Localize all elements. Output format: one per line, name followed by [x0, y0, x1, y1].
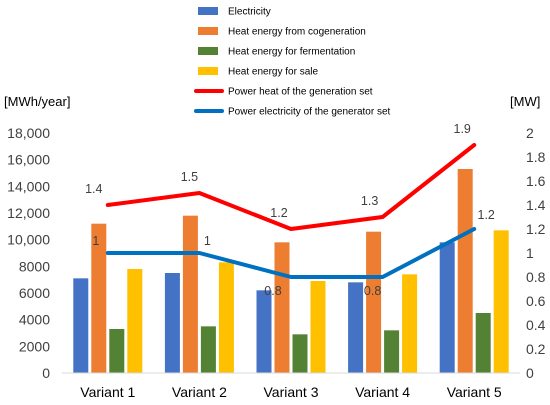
legend-swatch-electricity: [198, 7, 218, 15]
legend-label-power-electricity-of-the-generator-set: Power electricity of the generator set: [228, 107, 391, 118]
data-label-power-heat-of-the-generation-set: 1.2: [270, 206, 287, 220]
bar-heat-energy-for-fermentation: [475, 313, 491, 373]
bar-heat-energy-from-cogeneration: [182, 215, 198, 373]
bar-electricity: [164, 273, 180, 373]
legend: Electricity Heat energy from cogeneration…: [194, 7, 391, 118]
bar-electricity: [73, 278, 89, 373]
right-axis-tick-label: 1: [526, 245, 534, 261]
bar-heat-energy-for-fermentation: [292, 334, 308, 373]
left-axis-tick-label: 2000: [19, 338, 50, 354]
bar-heat-energy-from-cogeneration: [457, 169, 473, 373]
left-axis-unit-label: [MWh/year]: [4, 94, 70, 109]
left-axis-tick-label: 8000: [19, 258, 50, 274]
left-axis-tick-label: 4000: [19, 312, 50, 328]
right-axis-tick-label: 0: [526, 365, 534, 381]
bar-heat-energy-for-sale: [310, 281, 326, 373]
x-axis-tick-labels: Variant 1 Variant 2 Variant 3 Variant 4 Vari…: [80, 384, 502, 400]
right-axis-ticks: 0 0.2 0.4 0.6 0.8 1 1.2 1.4 1.6 1.8 2: [526, 125, 546, 381]
data-label-power-electricity-of-the-generator-set: 0.8: [264, 284, 281, 298]
left-axis-tick-label: 12,000: [7, 205, 50, 221]
left-axis-ticks: 0 2000 4000 6000 8000 10,000 12,000 14,000 16,00…: [7, 125, 50, 381]
legend-label-heat-energy-from-cogeneration: Heat energy from cogeneration: [228, 27, 366, 38]
bar-heat-energy-for-sale: [127, 269, 143, 373]
bar-heat-energy-from-cogeneration: [366, 231, 382, 373]
left-axis-tick-label: 18,000: [7, 125, 50, 141]
legend-label-heat-energy-for-fermentation: Heat energy for fermentation: [228, 47, 355, 58]
data-label-power-electricity-of-the-generator-set: 1: [204, 234, 211, 248]
x-axis-tick-label: Variant 5: [447, 384, 502, 400]
right-axis-unit-label: [MW]: [510, 94, 540, 109]
x-axis-tick-label: Variant 3: [264, 384, 319, 400]
bar-electricity: [348, 282, 364, 373]
right-axis-tick-label: 0.6: [526, 293, 546, 309]
x-axis-tick-label: Variant 2: [172, 384, 227, 400]
right-axis-tick-label: 1.2: [526, 221, 546, 237]
bar-heat-energy-for-fermentation: [109, 329, 125, 373]
right-axis-tick-label: 1.8: [526, 149, 546, 165]
legend-label-power-heat-of-the-generation-set: Power heat of the generation set: [228, 87, 373, 98]
left-axis-tick-label: 6000: [19, 285, 50, 301]
left-axis-tick-label: 14,000: [7, 178, 50, 194]
legend-swatch-heat-energy-for-sale: [198, 67, 218, 75]
bar-heat-energy-for-sale: [218, 262, 234, 373]
right-axis-tick-label: 0.2: [526, 341, 546, 357]
right-axis-tick-label: 0.8: [526, 269, 546, 285]
bar-heat-energy-from-cogeneration: [274, 242, 290, 373]
bar-heat-energy-for-fermentation: [384, 330, 400, 373]
right-axis-tick-label: 1.6: [526, 173, 546, 189]
right-axis-tick-label: 0.4: [526, 317, 546, 333]
data-label-power-heat-of-the-generation-set: 1.9: [454, 122, 471, 136]
data-label-power-electricity-of-the-generator-set: 0.8: [364, 284, 381, 298]
bar-heat-energy-from-cogeneration: [91, 223, 107, 373]
data-label-power-heat-of-the-generation-set: 1.5: [181, 170, 198, 184]
line-power-electricity-of-the-generator-set: [105, 227, 477, 279]
bar-electricity: [439, 242, 455, 373]
data-label-power-electricity-of-the-generator-set: 1.2: [478, 208, 495, 222]
legend-swatch-heat-energy-for-fermentation: [198, 47, 218, 55]
bar-heat-energy-for-fermentation: [200, 326, 216, 373]
data-label-power-heat-of-the-generation-set: 1.4: [85, 182, 102, 196]
data-label-power-heat-of-the-generation-set: 1.3: [361, 194, 378, 208]
data-label-power-electricity-of-the-generator-set: 1: [92, 234, 99, 248]
left-axis-tick-label: 10,000: [7, 232, 50, 248]
bar-heat-energy-for-sale: [402, 274, 418, 373]
line-series: 1.4 1.5 1.2 1.3 1.9 1 1 0.8 0.8 1.2: [85, 122, 495, 298]
legend-label-electricity: Electricity: [228, 7, 271, 18]
line-power-heat-of-the-generation-set: [105, 143, 477, 231]
legend-swatch-heat-energy-from-cogeneration: [198, 27, 218, 35]
x-axis-tick-label: Variant 4: [355, 384, 410, 400]
legend-label-heat-energy-for-sale: Heat energy for sale: [228, 67, 318, 78]
right-axis-tick-label: 1.4: [526, 197, 546, 213]
left-axis-tick-label: 0: [42, 365, 50, 381]
bar-heat-energy-for-sale: [493, 230, 509, 373]
bar-electricity: [256, 290, 272, 373]
left-axis-tick-label: 16,000: [7, 152, 50, 168]
right-axis-tick-label: 2: [526, 125, 534, 141]
x-axis-tick-label: Variant 1: [80, 384, 135, 400]
